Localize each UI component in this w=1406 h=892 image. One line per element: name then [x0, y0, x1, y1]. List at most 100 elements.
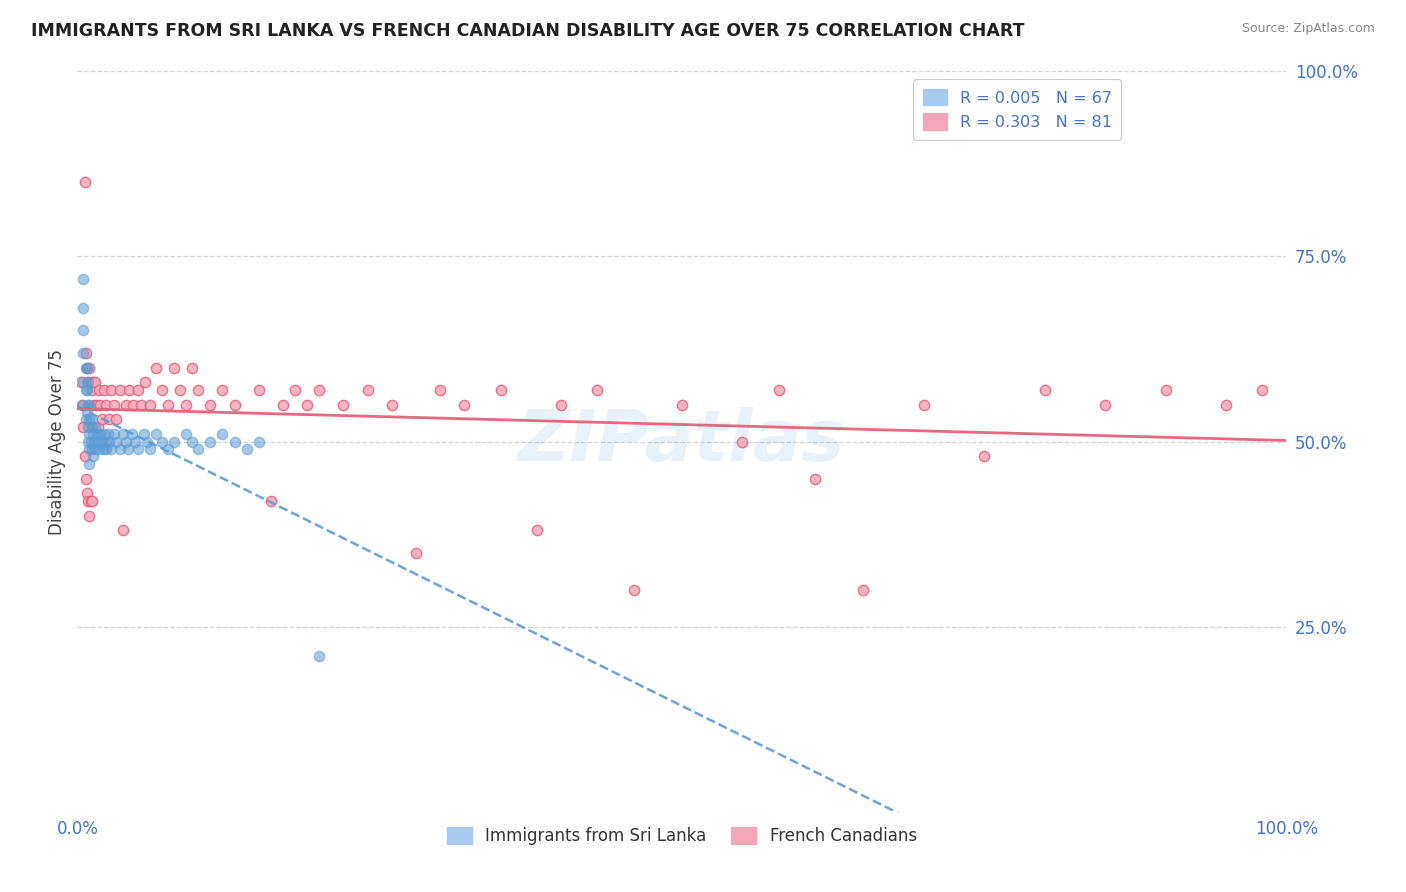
Point	[105, 434, 128, 449]
Point	[247, 434, 270, 449]
Point	[79, 508, 101, 523]
Point	[100, 383, 122, 397]
Point	[187, 383, 209, 397]
Point	[77, 419, 100, 434]
Point	[76, 486, 98, 500]
Point	[224, 398, 246, 412]
Point	[163, 360, 186, 375]
Point	[139, 398, 162, 412]
Point	[381, 398, 404, 412]
Point	[76, 405, 98, 419]
Point	[295, 398, 318, 412]
Legend: Immigrants from Sri Lanka, French Canadians: Immigrants from Sri Lanka, French Canadi…	[440, 820, 924, 852]
Point	[77, 376, 100, 390]
Point	[80, 442, 103, 456]
Y-axis label: Disability Age Over 75: Disability Age Over 75	[48, 349, 66, 534]
Point	[93, 383, 115, 397]
Point	[973, 450, 995, 464]
Point	[121, 427, 143, 442]
Point	[157, 442, 180, 456]
Point	[200, 398, 222, 412]
Point	[80, 419, 103, 434]
Point	[79, 493, 101, 508]
Point	[157, 398, 180, 412]
Point	[70, 398, 93, 412]
Point	[89, 427, 111, 442]
Point	[75, 383, 97, 397]
Point	[332, 398, 354, 412]
Point	[308, 649, 330, 664]
Point	[1251, 383, 1274, 397]
Point	[671, 398, 693, 412]
Point	[768, 383, 790, 397]
Point	[87, 419, 110, 434]
Point	[79, 434, 101, 449]
Point	[145, 360, 167, 375]
Point	[132, 427, 155, 442]
Point	[80, 493, 103, 508]
Point	[77, 434, 100, 449]
Point	[86, 427, 108, 442]
Point	[117, 442, 139, 456]
Point	[429, 383, 451, 397]
Point	[804, 471, 827, 485]
Point	[1094, 398, 1116, 412]
Point	[76, 360, 98, 375]
Point	[139, 442, 162, 456]
Point	[174, 427, 197, 442]
Point	[91, 442, 114, 456]
Point	[174, 398, 197, 412]
Point	[356, 383, 378, 397]
Point	[1215, 398, 1237, 412]
Point	[79, 457, 101, 471]
Point	[114, 398, 136, 412]
Point	[77, 398, 100, 412]
Point	[82, 427, 104, 442]
Point	[77, 376, 100, 390]
Text: ZIPatlas: ZIPatlas	[519, 407, 845, 476]
Point	[79, 376, 101, 390]
Point	[96, 398, 118, 412]
Point	[79, 360, 101, 375]
Point	[271, 398, 294, 412]
Point	[200, 434, 222, 449]
Point	[181, 360, 204, 375]
Point	[145, 427, 167, 442]
Point	[453, 398, 475, 412]
Point	[131, 398, 153, 412]
Point	[731, 434, 754, 449]
Point	[83, 434, 105, 449]
Point	[73, 175, 96, 190]
Point	[405, 546, 427, 560]
Point	[127, 442, 149, 456]
Point	[308, 383, 330, 397]
Point	[76, 360, 98, 375]
Point	[623, 582, 645, 597]
Point	[80, 383, 103, 397]
Point	[84, 442, 107, 456]
Point	[82, 376, 104, 390]
Point	[87, 383, 110, 397]
Point	[124, 434, 146, 449]
Point	[93, 427, 115, 442]
Point	[96, 442, 118, 456]
Point	[1154, 383, 1177, 397]
Point	[150, 434, 173, 449]
Point	[72, 271, 94, 285]
Point	[77, 493, 100, 508]
Point	[526, 524, 548, 538]
Point	[72, 345, 94, 359]
Point	[82, 450, 104, 464]
Point	[75, 412, 97, 426]
Point	[247, 383, 270, 397]
Point	[72, 376, 94, 390]
Point	[108, 442, 131, 456]
Point	[84, 376, 107, 390]
Point	[489, 383, 512, 397]
Point	[72, 301, 94, 316]
Point	[108, 383, 131, 397]
Point	[79, 398, 101, 412]
Point	[90, 434, 112, 449]
Point	[150, 383, 173, 397]
Point	[211, 383, 233, 397]
